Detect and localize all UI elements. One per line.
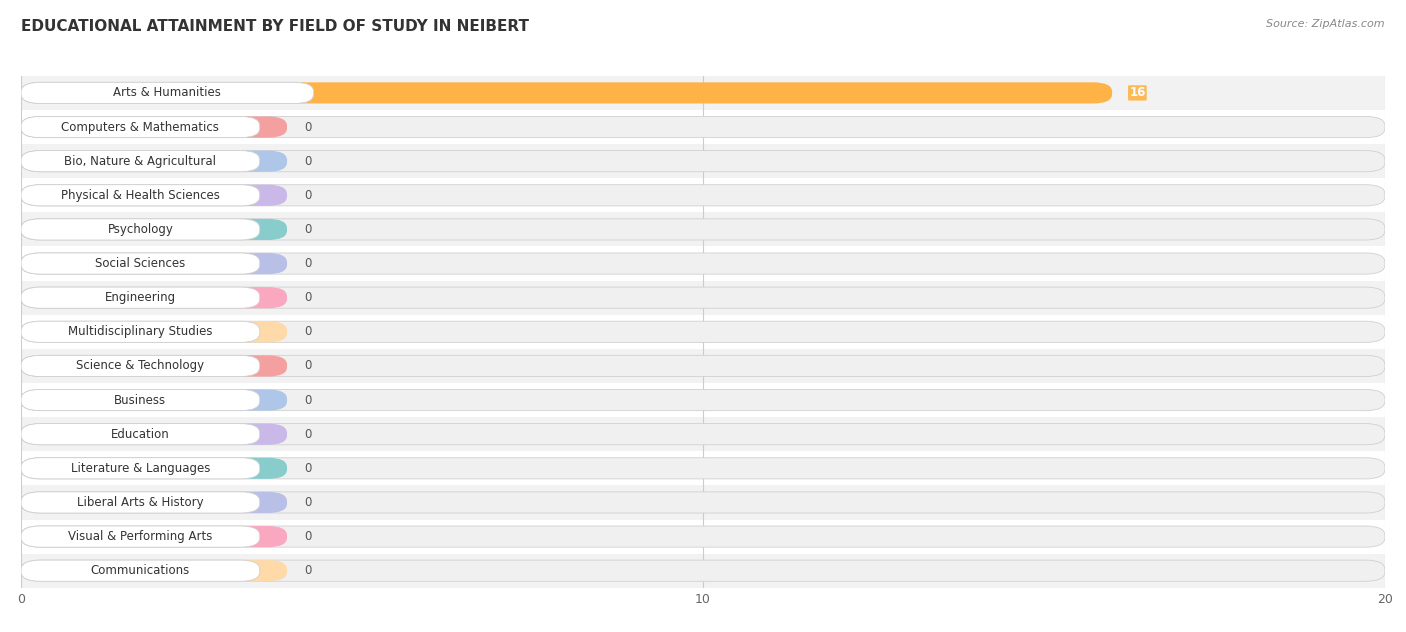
FancyBboxPatch shape [21,423,287,445]
Text: Social Sciences: Social Sciences [96,257,186,270]
Bar [21,110,1385,144]
FancyBboxPatch shape [21,185,287,206]
FancyBboxPatch shape [21,355,260,377]
FancyBboxPatch shape [21,389,260,411]
FancyBboxPatch shape [21,253,1385,274]
Text: 16: 16 [1129,87,1146,99]
Bar [21,246,1385,281]
FancyBboxPatch shape [21,321,1385,343]
Bar [21,76,1385,110]
Text: Science & Technology: Science & Technology [76,360,204,372]
Text: Psychology: Psychology [107,223,173,236]
FancyBboxPatch shape [21,116,1385,138]
Text: Physical & Health Sciences: Physical & Health Sciences [60,189,219,202]
FancyBboxPatch shape [21,355,1385,377]
FancyBboxPatch shape [21,560,260,581]
FancyBboxPatch shape [21,526,1385,547]
FancyBboxPatch shape [21,150,1385,172]
Text: 0: 0 [304,462,312,475]
Text: Multidisciplinary Studies: Multidisciplinary Studies [67,325,212,338]
FancyBboxPatch shape [21,150,287,172]
FancyBboxPatch shape [21,389,1385,411]
Text: Computers & Mathematics: Computers & Mathematics [62,121,219,133]
FancyBboxPatch shape [21,560,287,581]
FancyBboxPatch shape [21,458,287,479]
FancyBboxPatch shape [21,185,260,206]
FancyBboxPatch shape [21,116,287,138]
Text: 0: 0 [304,394,312,406]
FancyBboxPatch shape [21,492,1385,513]
FancyBboxPatch shape [21,116,260,138]
Bar [21,485,1385,520]
FancyBboxPatch shape [21,219,260,240]
Bar [21,554,1385,588]
Bar [21,383,1385,417]
Text: Communications: Communications [91,564,190,577]
FancyBboxPatch shape [21,560,1385,581]
FancyBboxPatch shape [21,253,287,274]
FancyBboxPatch shape [21,458,1385,479]
Text: Literature & Languages: Literature & Languages [70,462,209,475]
Bar [21,144,1385,178]
FancyBboxPatch shape [21,526,260,547]
FancyBboxPatch shape [21,423,260,445]
FancyBboxPatch shape [21,526,287,547]
Bar [21,315,1385,349]
Text: 0: 0 [304,325,312,338]
FancyBboxPatch shape [21,287,1385,308]
Bar [21,349,1385,383]
Text: 0: 0 [304,496,312,509]
FancyBboxPatch shape [21,423,1385,445]
Text: Liberal Arts & History: Liberal Arts & History [77,496,204,509]
Text: 0: 0 [304,564,312,577]
Text: Bio, Nature & Agricultural: Bio, Nature & Agricultural [65,155,217,167]
FancyBboxPatch shape [21,287,260,308]
Text: 0: 0 [304,428,312,441]
Text: Source: ZipAtlas.com: Source: ZipAtlas.com [1267,19,1385,29]
Text: 0: 0 [304,530,312,543]
Bar [21,212,1385,246]
FancyBboxPatch shape [21,492,287,513]
Text: 0: 0 [304,223,312,236]
Text: 0: 0 [304,121,312,133]
FancyBboxPatch shape [21,321,287,343]
FancyBboxPatch shape [21,219,287,240]
FancyBboxPatch shape [21,287,287,308]
FancyBboxPatch shape [21,389,287,411]
Text: 0: 0 [304,155,312,167]
FancyBboxPatch shape [21,321,260,343]
Bar [21,451,1385,485]
Bar [21,417,1385,451]
Text: Visual & Performing Arts: Visual & Performing Arts [69,530,212,543]
FancyBboxPatch shape [21,185,1385,206]
Text: Business: Business [114,394,166,406]
Text: 0: 0 [304,257,312,270]
FancyBboxPatch shape [21,492,260,513]
Text: Arts & Humanities: Arts & Humanities [114,87,221,99]
Text: EDUCATIONAL ATTAINMENT BY FIELD OF STUDY IN NEIBERT: EDUCATIONAL ATTAINMENT BY FIELD OF STUDY… [21,19,529,34]
FancyBboxPatch shape [21,458,260,479]
Bar [21,178,1385,212]
Text: 0: 0 [304,360,312,372]
FancyBboxPatch shape [21,82,1112,104]
FancyBboxPatch shape [21,253,260,274]
FancyBboxPatch shape [21,355,287,377]
FancyBboxPatch shape [21,219,1385,240]
FancyBboxPatch shape [21,82,314,104]
Text: 0: 0 [304,189,312,202]
FancyBboxPatch shape [21,82,314,104]
Bar [21,520,1385,554]
Bar [21,281,1385,315]
Text: Education: Education [111,428,170,441]
Text: 0: 0 [304,291,312,304]
Text: Engineering: Engineering [105,291,176,304]
FancyBboxPatch shape [21,150,260,172]
